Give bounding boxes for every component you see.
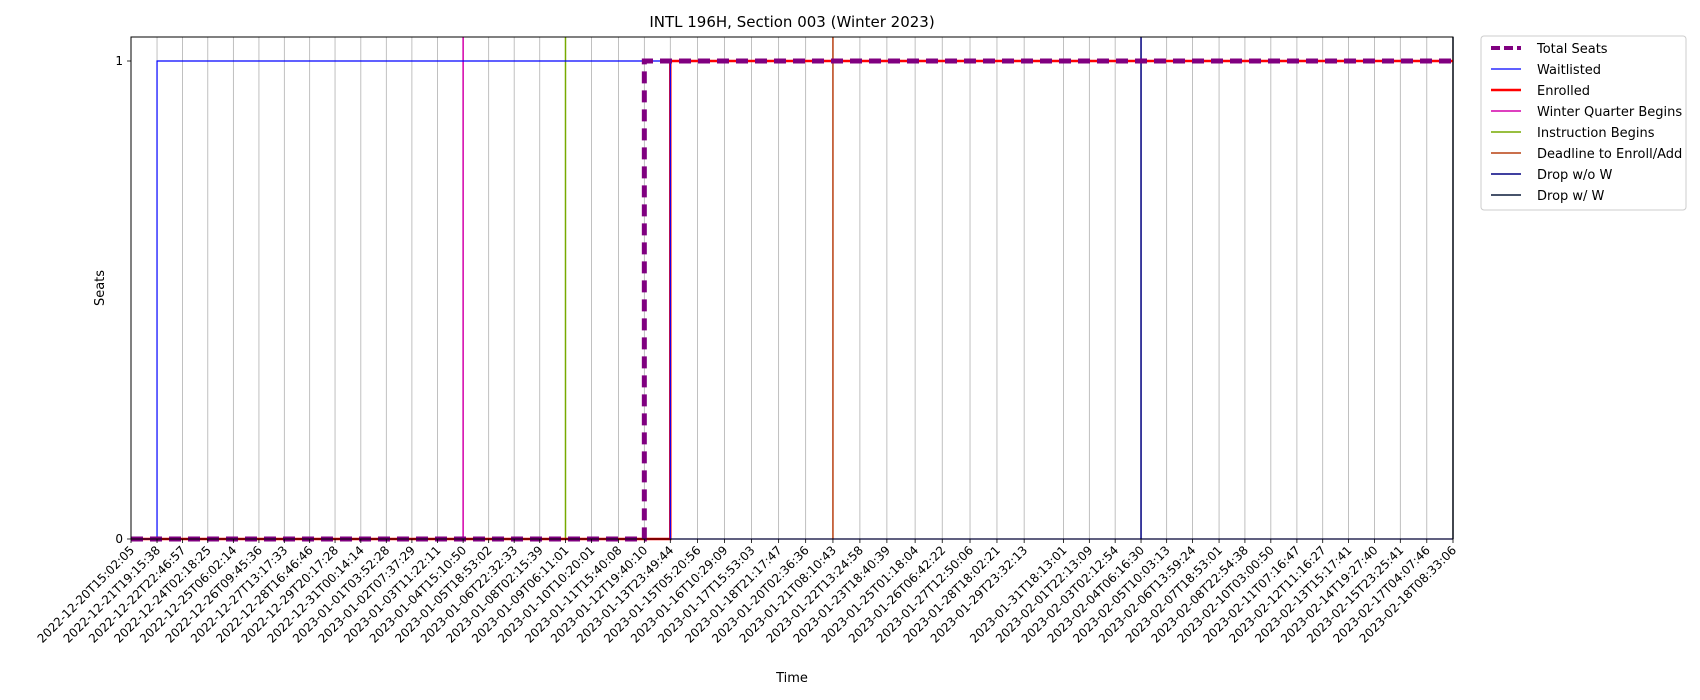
series-line-waitlisted	[131, 60, 1453, 540]
y-tick-label: 1	[115, 54, 123, 68]
x-axis-ticks: 2022-12-20T15:02:052022-12-21T19:15:3820…	[35, 539, 1459, 646]
legend-entry: Drop w/ W	[1537, 189, 1605, 204]
legend-entry: Winter Quarter Begins	[1537, 105, 1682, 120]
legend-entry: Deadline to Enroll/Add	[1537, 147, 1682, 162]
chart-title: INTL 196H, Section 003 (Winter 2023)	[649, 13, 934, 31]
y-tick-label: 0	[115, 532, 123, 546]
legend-entry: Total Seats	[1536, 42, 1608, 57]
event-lines	[462, 37, 1454, 539]
legend-entry: Drop w/o W	[1537, 168, 1613, 183]
plot-frame	[130, 36, 1454, 540]
series-lines	[131, 58, 1453, 542]
series-line-total-seats	[131, 58, 1453, 542]
legend-entry: Enrolled	[1537, 84, 1590, 99]
legend: Total Seats Waitlisted Enrolled Winter Quar…	[1480, 35, 1687, 211]
y-axis-ticks: 01	[115, 54, 131, 546]
grid-lines	[130, 37, 1454, 539]
legend-entry: Instruction Begins	[1537, 126, 1655, 141]
series-line-enrolled	[131, 59, 1453, 541]
x-axis-label: Time	[775, 671, 808, 686]
y-axis-label: Seats	[93, 270, 108, 306]
legend-entry: Waitlisted	[1537, 63, 1601, 78]
legend-box	[1480, 35, 1687, 211]
